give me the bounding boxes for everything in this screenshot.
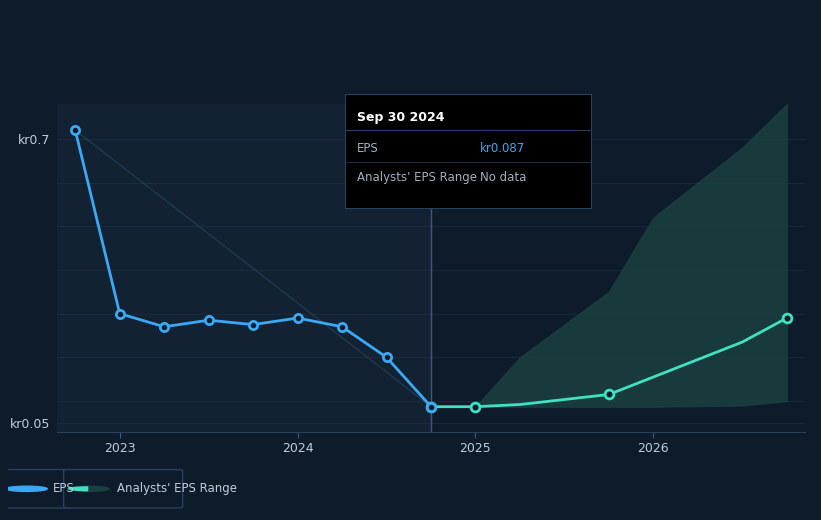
FancyBboxPatch shape <box>64 470 183 508</box>
Point <box>291 314 304 322</box>
Point <box>158 322 171 331</box>
Point <box>69 126 82 134</box>
Point <box>336 322 349 331</box>
Point <box>202 316 215 324</box>
Text: Analysts' EPS Range: Analysts' EPS Range <box>357 172 477 185</box>
Point <box>424 402 438 411</box>
Text: No data: No data <box>480 172 526 185</box>
Text: Sep 30 2024: Sep 30 2024 <box>357 111 445 124</box>
Point <box>469 402 482 411</box>
Circle shape <box>6 486 48 491</box>
Point <box>246 320 259 329</box>
Text: Analysts Forecasts: Analysts Forecasts <box>440 108 550 121</box>
Text: EPS: EPS <box>357 141 378 154</box>
Text: kr0.087: kr0.087 <box>480 141 525 154</box>
Bar <box>57 104 431 432</box>
Point <box>603 391 616 399</box>
Text: Analysts' EPS Range: Analysts' EPS Range <box>117 483 237 495</box>
Circle shape <box>68 486 109 491</box>
Point <box>780 314 793 322</box>
Text: Actual: Actual <box>385 108 422 121</box>
Text: EPS: EPS <box>53 483 75 495</box>
FancyBboxPatch shape <box>4 470 74 508</box>
Wedge shape <box>68 486 89 491</box>
Point <box>380 353 393 361</box>
Point <box>113 309 126 318</box>
Point <box>424 402 438 411</box>
